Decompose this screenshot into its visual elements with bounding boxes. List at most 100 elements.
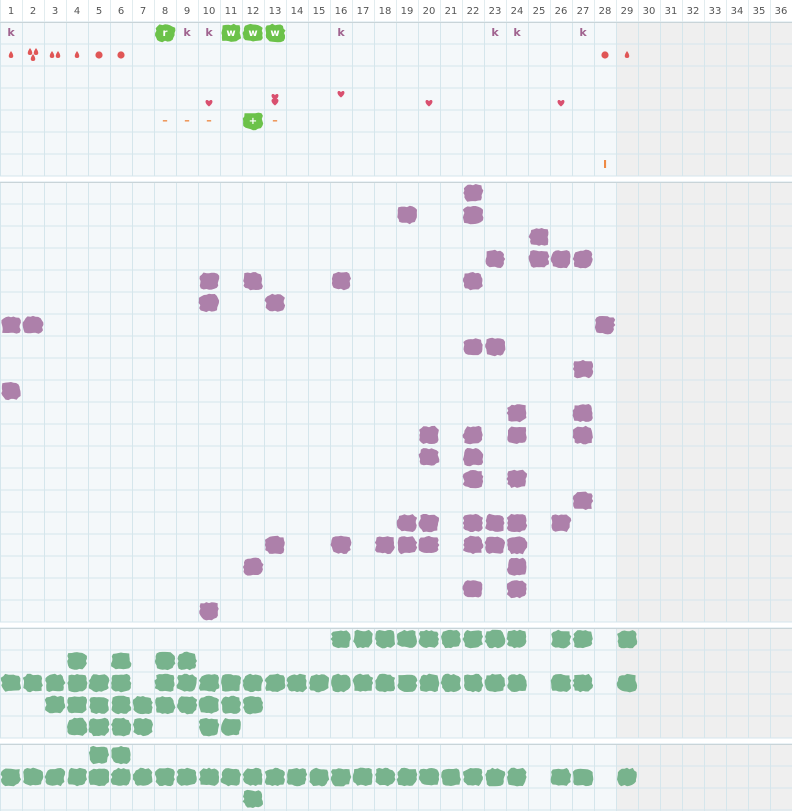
habit-blob [198,674,220,693]
habit-blob [88,674,110,693]
mark-letter: k [513,26,521,39]
column-number: 12 [247,6,260,17]
activity-blob [462,513,483,532]
column-number: 19 [401,6,414,17]
activity-blob [550,250,571,269]
activity-blob [462,448,484,467]
heart-icon [425,99,433,107]
habit-blob [177,651,197,671]
activity-blob [572,249,593,269]
habit-blob [330,768,352,787]
activity-blob [331,271,351,291]
drop-icon [74,51,80,58]
drop-icon [30,54,36,61]
habit-blob [155,767,175,787]
column-number: 34 [731,6,744,17]
activity-blob [572,491,594,510]
activity-blob [462,470,484,489]
activity-blob [572,425,593,445]
habit-blob [617,630,638,649]
habit-blob [507,673,527,692]
column-number: 25 [533,6,546,17]
habit-blob [572,673,594,693]
activity-blob [22,315,44,334]
dash-mark: – [272,114,278,127]
badge-label: + [249,116,257,127]
habit-blob [375,630,396,649]
habit-blob [418,629,439,648]
badge-label: w [270,28,279,39]
activity-blob [397,205,417,225]
activity-blob [1,382,21,401]
activity-blob [462,425,483,445]
activity-blob [264,535,285,555]
habit-blob [396,629,417,648]
habit-blob [66,696,87,714]
dot-icon [117,51,125,59]
column-number: 33 [709,6,722,17]
column-number: 35 [753,6,766,17]
habit-blob [0,768,21,787]
habit-blob [464,673,484,693]
habit-blob [572,630,593,649]
habit-blob [396,767,418,787]
column-number: 30 [643,6,656,17]
activity-blob [572,359,594,379]
dot-icon [95,51,103,59]
activity-blob [462,535,484,555]
habit-blob [418,768,440,786]
habit-blob [176,673,197,692]
activity-blob [506,557,527,576]
habit-blob [111,695,132,715]
mark-letter: k [205,26,213,39]
habit-blob [177,696,198,715]
habit-blob [286,673,308,693]
badge [155,24,176,43]
activity-blob [506,469,528,488]
dash-mark: – [184,114,190,127]
activity-blob [462,206,484,225]
habit-blob [550,674,572,692]
habit-blob [242,789,263,808]
habit-blob [309,767,330,787]
column-number: 26 [555,6,568,17]
habit-blob [352,767,373,786]
habit-blob [264,767,285,786]
column-number: 15 [313,6,326,17]
habit-blob [616,673,638,693]
activity-blob [419,425,439,444]
habit-blob [550,768,572,786]
heart-icon [271,98,279,106]
badge [242,112,264,131]
habit-blob [22,673,43,693]
habit-blob [242,673,264,693]
column-number: 7 [140,6,146,17]
habit-blob [551,629,572,649]
habit-blob [419,673,440,693]
heart-icon [205,99,213,107]
activity-blob [418,514,439,533]
habit-blob [264,673,286,692]
habit-blob [154,651,176,671]
column-number: 5 [96,6,102,17]
habit-blob [198,695,219,714]
habit-blob [67,674,88,693]
dash-mark: – [206,114,212,127]
habit-blob [176,767,197,786]
activity-blob [506,513,528,533]
heart-icon [557,99,565,107]
activity-blob [463,184,484,202]
habit-blob [88,717,110,737]
habit-blob [220,695,241,714]
habit-blob [506,629,527,649]
habit-blob [155,696,176,715]
habit-blob [484,673,506,693]
habit-blob [441,768,461,786]
column-number: 22 [467,6,480,17]
habit-blob [220,768,242,787]
habit-blob [242,767,263,786]
activity-blob [485,249,506,268]
column-number: 18 [379,6,392,17]
habit-blob [375,673,396,693]
